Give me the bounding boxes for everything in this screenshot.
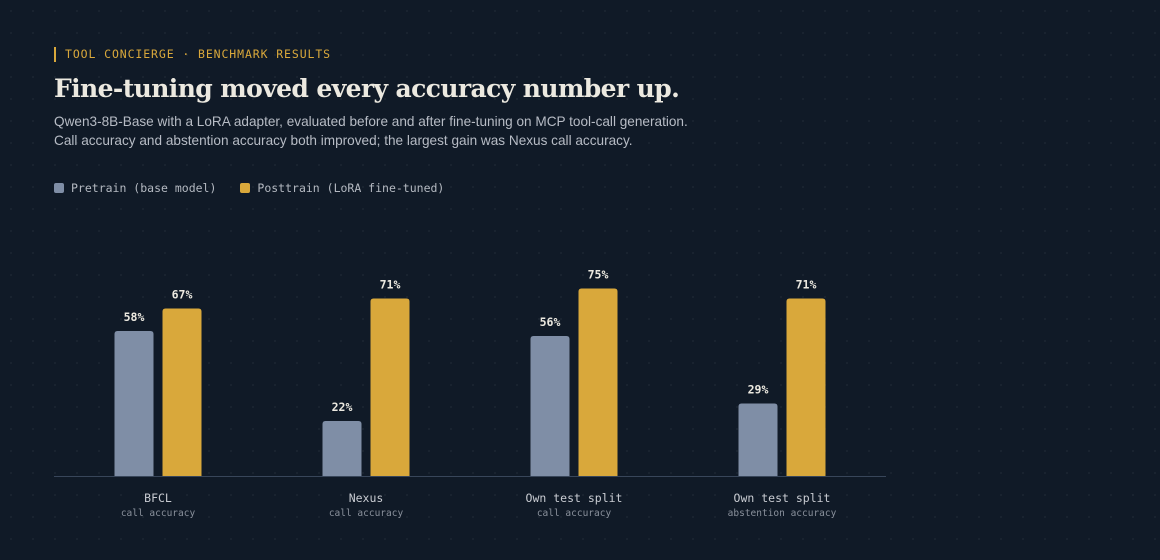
category-sublabel-2: call accuracy: [537, 508, 612, 519]
value-label-pretrain-2: 56%: [540, 315, 561, 329]
bar-posttrain-3: [786, 298, 826, 476]
chart-legend: Pretrain (base model) Posttrain (LoRA fi…: [54, 181, 444, 195]
legend-label-posttrain: Posttrain (LoRA fine-tuned): [257, 181, 445, 195]
category-sublabel-1: call accuracy: [329, 508, 404, 519]
bar-pretrain-2: [530, 336, 570, 476]
bar-pretrain-0: [114, 331, 154, 476]
legend-item-posttrain: Posttrain (LoRA fine-tuned): [240, 181, 444, 195]
value-label-pretrain-3: 29%: [748, 383, 769, 397]
value-label-posttrain-2: 75%: [588, 268, 609, 282]
category-label-3: Own test split: [734, 491, 831, 505]
value-label-pretrain-0: 58%: [124, 310, 145, 324]
value-label-posttrain-0: 67%: [172, 288, 193, 302]
bar-posttrain-2: [578, 288, 618, 476]
bar-posttrain-0: [162, 308, 202, 476]
page-title: Fine-tuning moved every accuracy number …: [54, 74, 680, 103]
legend-label-pretrain: Pretrain (base model): [71, 181, 217, 195]
legend-item-pretrain: Pretrain (base model): [54, 181, 216, 195]
value-label-pretrain-1: 22%: [332, 400, 353, 414]
category-sublabel-3: abstention accuracy: [728, 508, 837, 519]
category-label-2: Own test split: [526, 491, 623, 505]
bar-pretrain-1: [322, 421, 362, 476]
page-subtitle: Qwen3-8B-Base with a LoRA adapter, evalu…: [54, 114, 688, 148]
bar-posttrain-1: [370, 298, 410, 476]
legend-swatch-posttrain: [240, 183, 251, 193]
eyebrow-label: TOOL CONCIERGE · BENCHMARK RESULTS: [54, 47, 331, 62]
bar-pretrain-3: [738, 403, 778, 476]
legend-swatch-pretrain: [54, 183, 64, 193]
category-label-0: BFCL: [144, 491, 172, 505]
category-label-1: Nexus: [349, 491, 384, 505]
value-label-posttrain-1: 71%: [380, 278, 401, 292]
category-sublabel-0: call accuracy: [121, 508, 196, 519]
value-label-posttrain-3: 71%: [796, 278, 817, 292]
